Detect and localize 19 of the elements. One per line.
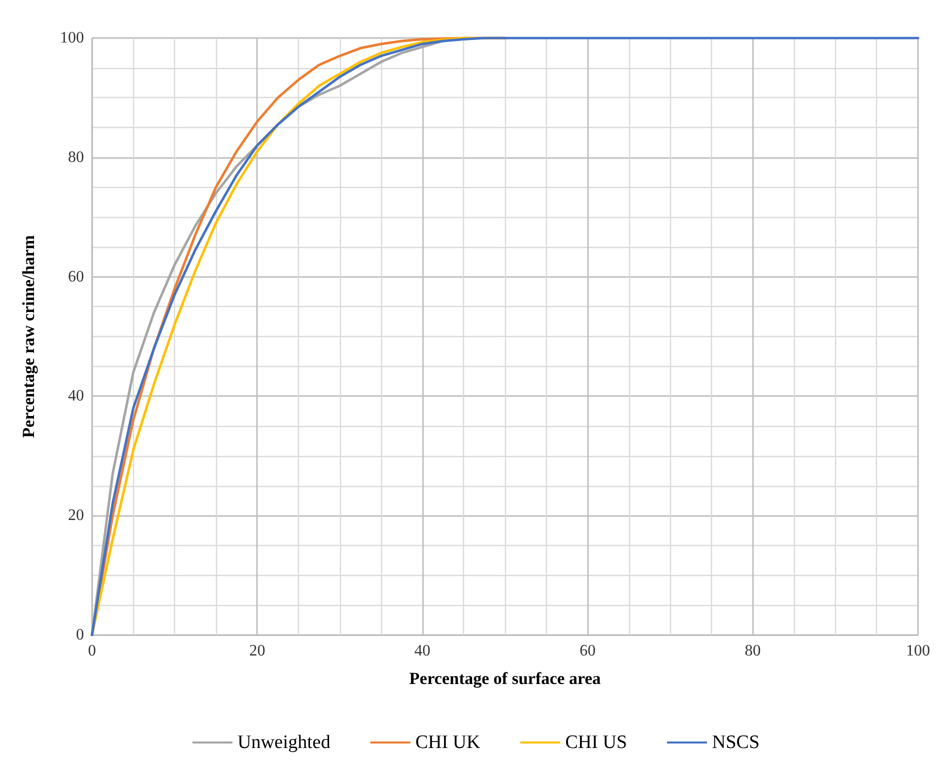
- x-tick-label: 100: [906, 642, 930, 660]
- y-tick-label: 0: [76, 626, 84, 644]
- legend-label: CHI UK: [415, 732, 481, 753]
- y-tick-label: 20: [68, 507, 84, 524]
- legend-label: NSCS: [712, 732, 760, 753]
- legend-label: CHI US: [565, 732, 628, 753]
- x-tick-label: 20: [249, 642, 266, 660]
- legend-label: Unweighted: [237, 732, 331, 753]
- y-tick-label: 80: [68, 148, 84, 166]
- x-tick-label: 0: [88, 642, 96, 660]
- line-series: [90, 36, 920, 636]
- y-tick-label: 40: [68, 388, 84, 405]
- y-tick-label: 100: [60, 30, 84, 46]
- y-tick-label: 60: [68, 268, 84, 286]
- x-tick-label: 80: [744, 642, 761, 660]
- y-axis-title: Percentage raw crime/harm: [19, 235, 38, 438]
- x-tick-label: 60: [580, 642, 596, 660]
- x-axis-title: Percentage of surface area: [409, 669, 602, 688]
- x-tick-label: 40: [414, 642, 430, 660]
